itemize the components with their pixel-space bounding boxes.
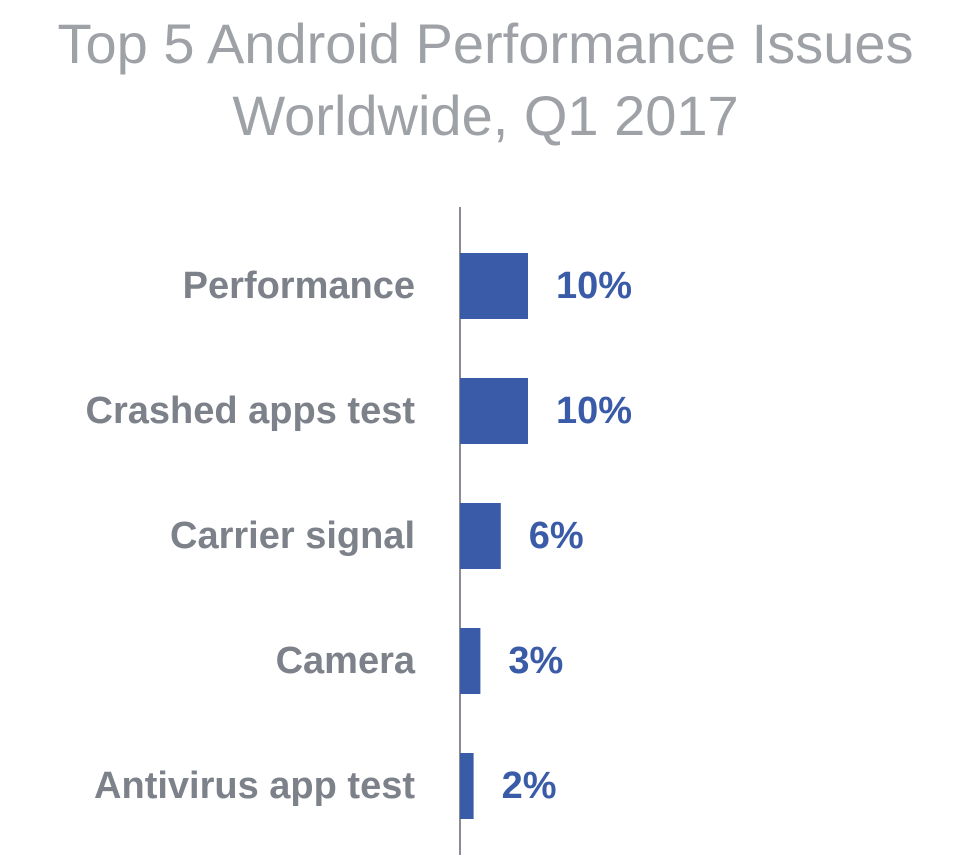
value-label: 10%: [556, 265, 632, 307]
value-label: 2%: [502, 765, 557, 807]
chart-title-line-1: Top 5 Android Performance Issues: [57, 12, 914, 75]
bar-row: Performance 10%: [183, 253, 632, 319]
bar: [460, 253, 528, 319]
value-label: 6%: [529, 515, 584, 557]
bar-row: Antivirus app test 2%: [94, 753, 557, 819]
category-label: Antivirus app test: [94, 765, 415, 807]
category-label: Camera: [276, 640, 416, 682]
category-label: Crashed apps test: [86, 390, 416, 432]
bar: [460, 378, 528, 444]
bar-row: Crashed apps test 10%: [86, 378, 632, 444]
value-label: 3%: [508, 640, 563, 682]
bar: [460, 628, 481, 694]
category-label: Carrier signal: [170, 515, 415, 557]
bar: [460, 753, 474, 819]
bar-row: Carrier signal 6%: [170, 503, 584, 569]
value-label: 10%: [556, 390, 632, 432]
bar: [460, 503, 501, 569]
chart-title: Top 5 Android Performance Issues Worldwi…: [0, 8, 971, 152]
category-label: Performance: [183, 265, 415, 307]
chart-title-line-2: Worldwide, Q1 2017: [232, 84, 739, 147]
bar-row: Camera 3%: [276, 628, 563, 694]
bar-rows: Performance 10% Crashed apps test 10% Carrie…: [86, 253, 632, 819]
